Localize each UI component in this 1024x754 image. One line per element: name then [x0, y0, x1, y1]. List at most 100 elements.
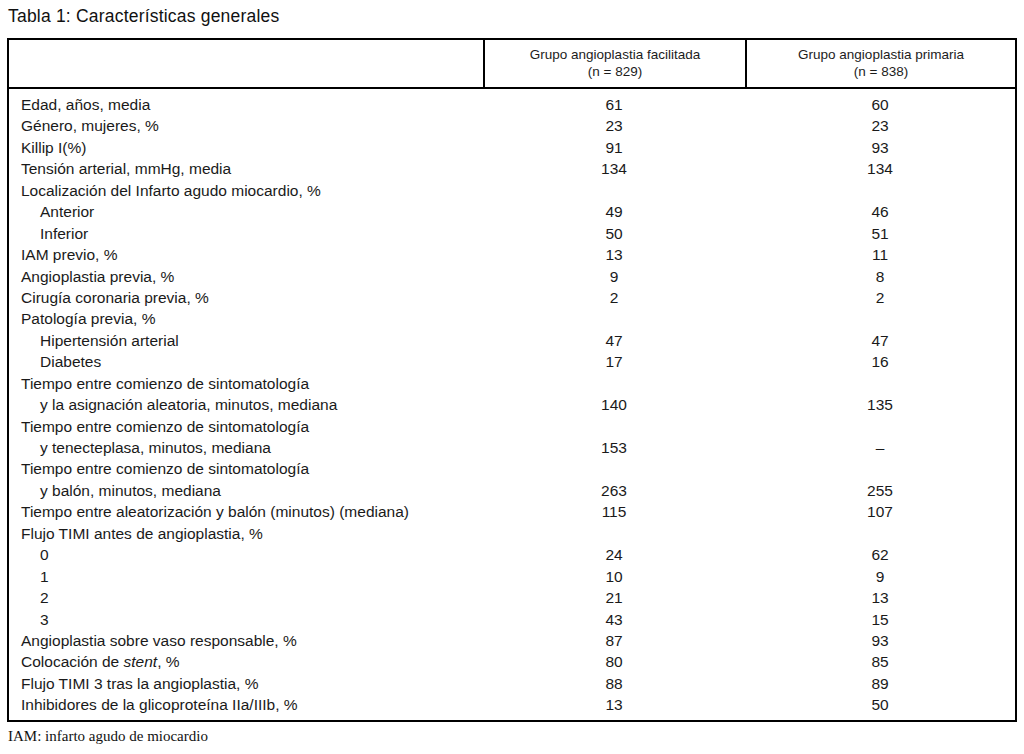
value-primaria: 93	[745, 137, 1015, 158]
table-body: Edad, años, media6160Género, mujeres, %2…	[9, 89, 1015, 716]
row-label: y tenecteplasa, minutos, mediana	[9, 437, 483, 458]
table-row: Cirugía coronaria previa, %22	[9, 287, 1015, 308]
table-row: Colocación de stent, %8085	[9, 651, 1015, 672]
table-row: Edad, años, media6160	[9, 94, 1015, 115]
value-primaria: 135	[745, 394, 1015, 415]
row-label: Género, mujeres, %	[9, 115, 483, 136]
value-facilitada	[483, 458, 745, 479]
row-label: Flujo TIMI 3 tras la angioplastia, %	[9, 673, 483, 694]
value-primaria: 15	[745, 609, 1015, 630]
value-primaria: 134	[745, 158, 1015, 179]
table-row: Tiempo entre comienzo de sintomatología	[9, 416, 1015, 437]
table-row: Inhibidores de la glicoproteína IIa/IIIb…	[9, 694, 1015, 715]
value-facilitada: 24	[483, 544, 745, 565]
row-label: Tiempo entre aleatorización y balón (min…	[9, 501, 483, 522]
table-row: 1109	[9, 566, 1015, 587]
value-primaria: 13	[745, 587, 1015, 608]
row-label: Killip I(%)	[9, 137, 483, 158]
table-row: 22113	[9, 587, 1015, 608]
table-row: Diabetes1716	[9, 351, 1015, 372]
row-label: y la asignación aleatoria, minutos, medi…	[9, 394, 483, 415]
value-facilitada: 80	[483, 651, 745, 672]
value-primaria	[745, 523, 1015, 544]
value-facilitada: 50	[483, 223, 745, 244]
value-primaria: –	[745, 437, 1015, 458]
row-label: y balón, minutos, mediana	[9, 480, 483, 501]
header-col-facilitada-n: (n = 829)	[485, 64, 745, 81]
value-primaria: 60	[745, 94, 1015, 115]
header-col-primaria: Grupo angioplastia primaria (n = 838)	[745, 40, 1015, 87]
table-row: Killip I(%)9193	[9, 137, 1015, 158]
value-facilitada	[483, 416, 745, 437]
value-facilitada: 140	[483, 394, 745, 415]
value-primaria	[745, 373, 1015, 394]
value-facilitada	[483, 523, 745, 544]
row-label: Tiempo entre comienzo de sintomatología	[9, 416, 483, 437]
table-row: Angioplastia previa, %98	[9, 266, 1015, 287]
table-row: 34315	[9, 609, 1015, 630]
table-row: y balón, minutos, mediana263255	[9, 480, 1015, 501]
table-row: Tensión arterial, mmHg, media134134	[9, 158, 1015, 179]
table-row: 02462	[9, 544, 1015, 565]
table-row: Flujo TIMI antes de angioplastia, %	[9, 523, 1015, 544]
table-row: Tiempo entre aleatorización y balón (min…	[9, 501, 1015, 522]
value-facilitada: 13	[483, 244, 745, 265]
header-col-facilitada: Grupo angioplastia facilitada (n = 829)	[483, 40, 745, 87]
row-label: 0	[9, 544, 483, 565]
row-label: Colocación de stent, %	[9, 651, 483, 672]
table-row: Flujo TIMI 3 tras la angioplastia, %8889	[9, 673, 1015, 694]
value-primaria: 16	[745, 351, 1015, 372]
row-label: Anterior	[9, 201, 483, 222]
value-facilitada: 88	[483, 673, 745, 694]
value-facilitada: 91	[483, 137, 745, 158]
row-label: 2	[9, 587, 483, 608]
row-label: Tensión arterial, mmHg, media	[9, 158, 483, 179]
row-label: Patología previa, %	[9, 308, 483, 329]
row-label: Diabetes	[9, 351, 483, 372]
value-facilitada: 10	[483, 566, 745, 587]
value-facilitada	[483, 180, 745, 201]
row-label: Localización del Infarto agudo miocardio…	[9, 180, 483, 201]
value-primaria: 46	[745, 201, 1015, 222]
value-facilitada: 47	[483, 330, 745, 351]
value-primaria	[745, 180, 1015, 201]
table-row: Hipertensión arterial4747	[9, 330, 1015, 351]
value-primaria: 85	[745, 651, 1015, 672]
value-facilitada: 134	[483, 158, 745, 179]
value-facilitada: 13	[483, 694, 745, 715]
value-primaria: 51	[745, 223, 1015, 244]
value-primaria	[745, 308, 1015, 329]
table-row: Tiempo entre comienzo de sintomatología	[9, 458, 1015, 479]
table-row: Anterior4946	[9, 201, 1015, 222]
header-col-facilitada-title: Grupo angioplastia facilitada	[485, 47, 745, 64]
value-facilitada	[483, 308, 745, 329]
table-header: Grupo angioplastia facilitada (n = 829) …	[9, 40, 1015, 89]
value-facilitada: 49	[483, 201, 745, 222]
row-label-italic: stent	[124, 653, 158, 670]
table-row: Localización del Infarto agudo miocardio…	[9, 180, 1015, 201]
row-label: Hipertensión arterial	[9, 330, 483, 351]
value-primaria: 107	[745, 501, 1015, 522]
table-row: Tiempo entre comienzo de sintomatología	[9, 373, 1015, 394]
value-primaria: 47	[745, 330, 1015, 351]
value-facilitada: 263	[483, 480, 745, 501]
row-label: Edad, años, media	[9, 94, 483, 115]
value-primaria: 2	[745, 287, 1015, 308]
row-label: 3	[9, 609, 483, 630]
value-primaria: 62	[745, 544, 1015, 565]
header-empty-cell	[9, 40, 483, 87]
value-primaria: 23	[745, 115, 1015, 136]
value-primaria: 93	[745, 630, 1015, 651]
row-label: Cirugía coronaria previa, %	[9, 287, 483, 308]
value-primaria: 11	[745, 244, 1015, 265]
row-label: Inhibidores de la glicoproteína IIa/IIIb…	[9, 694, 483, 715]
row-label: Tiempo entre comienzo de sintomatología	[9, 458, 483, 479]
value-facilitada: 21	[483, 587, 745, 608]
table-row: IAM previo, %1311	[9, 244, 1015, 265]
table-row: Angioplastia sobre vaso responsable, %87…	[9, 630, 1015, 651]
page-title: Tabla 1: Características generales	[8, 6, 279, 27]
row-label: IAM previo, %	[9, 244, 483, 265]
value-facilitada: 61	[483, 94, 745, 115]
value-facilitada: 153	[483, 437, 745, 458]
value-facilitada	[483, 373, 745, 394]
